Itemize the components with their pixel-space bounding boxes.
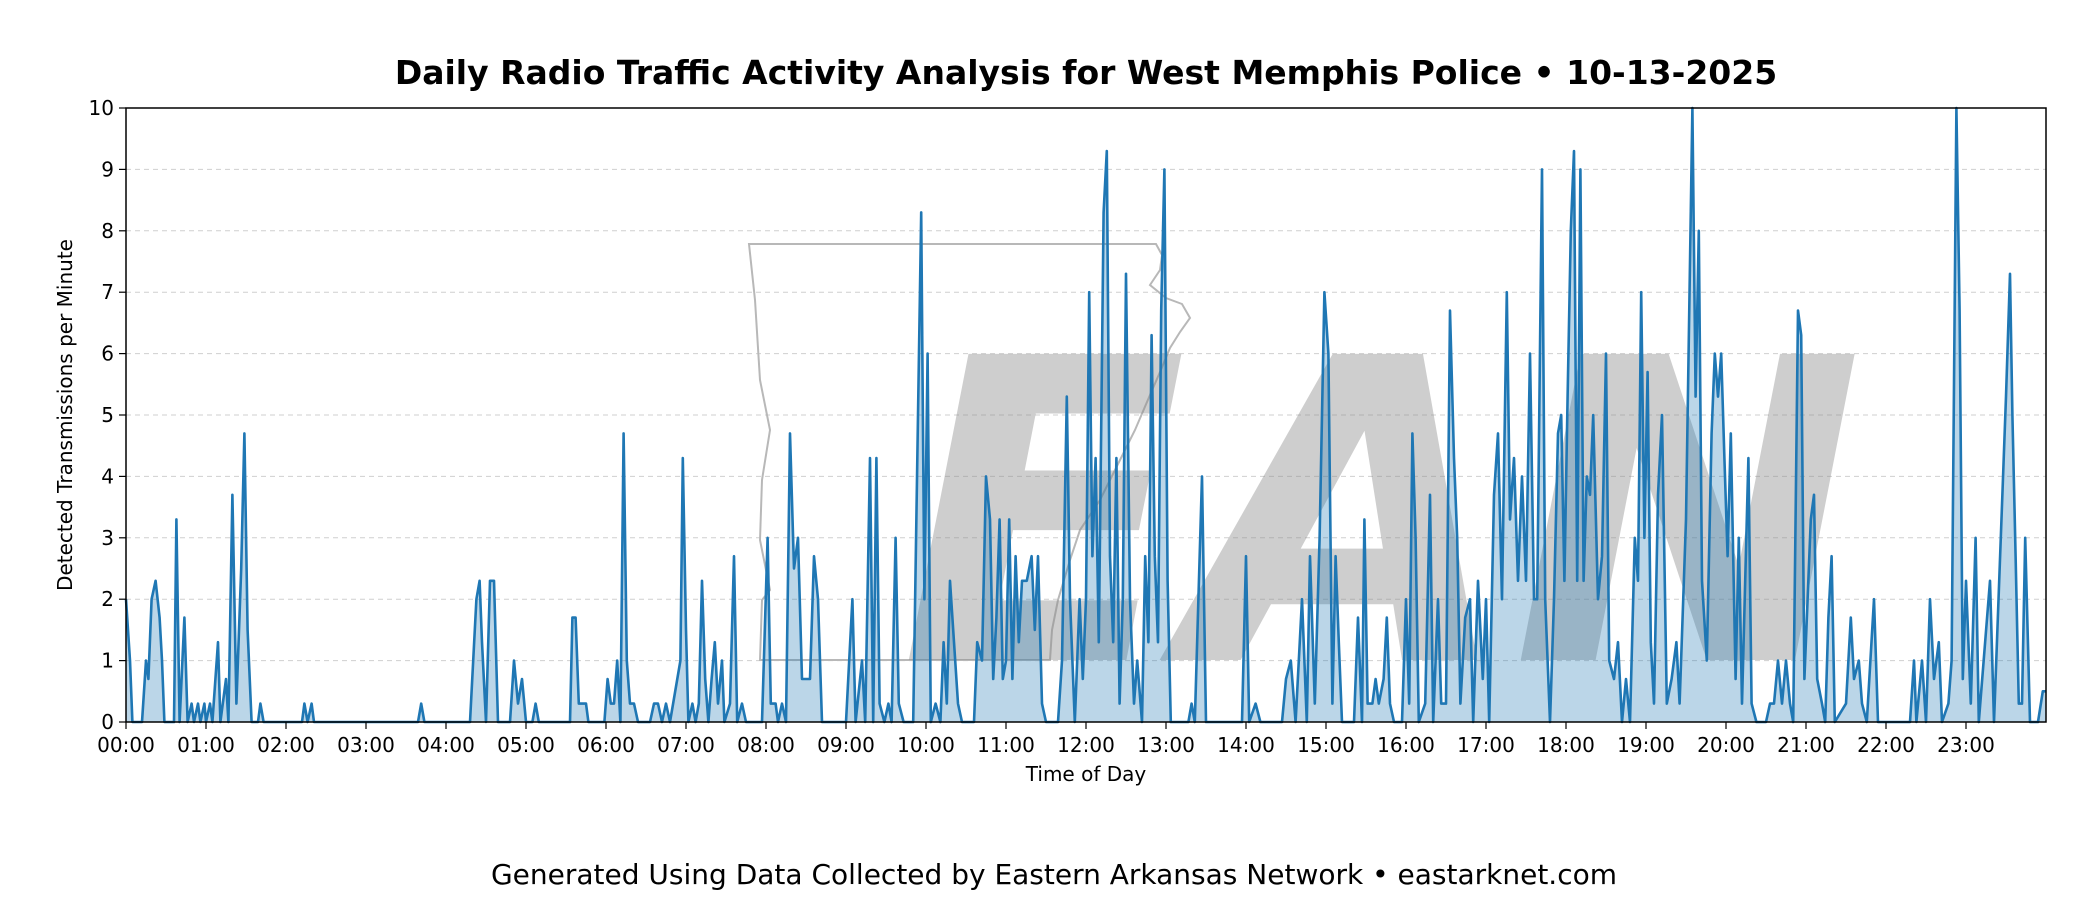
footer-credit: Generated Using Data Collected by Easter… [491,858,1617,891]
x-tick-label-5: 05:00 [497,733,555,757]
y-tick-label-0: 0 [101,710,114,734]
y-tick-label-7: 7 [101,280,114,304]
x-tick-label-7: 07:00 [657,733,715,757]
y-tick-label-9: 9 [101,157,114,181]
x-tick-label-22: 22:00 [1857,733,1915,757]
y-axis-label: Detected Transmissions per Minute [53,239,77,591]
x-tick-label-6: 06:00 [577,733,635,757]
x-tick-label-3: 03:00 [337,733,395,757]
y-tick-label-6: 6 [101,342,114,366]
x-tick-label-1: 01:00 [177,733,235,757]
x-tick-label-12: 12:00 [1057,733,1115,757]
x-tick-label-2: 02:00 [257,733,315,757]
y-tick-label-5: 5 [101,403,114,427]
x-tick-label-8: 08:00 [737,733,795,757]
x-tick-label-0: 00:00 [97,733,155,757]
y-tick-label-1: 1 [101,649,114,673]
x-tick-label-16: 16:00 [1377,733,1435,757]
series-area-0 [126,108,2046,722]
gridlines [126,168,2046,662]
x-tick-label-18: 18:00 [1537,733,1595,757]
x-axis-label: Time of Day [1025,762,1147,786]
y-axis: 0 1 2 3 4 5 6 7 8 9 10 [89,96,126,734]
x-tick-label-19: 19:00 [1617,733,1675,757]
series-line-0 [124,106,2046,724]
x-tick-label-17: 17:00 [1457,733,1515,757]
x-tick-label-20: 20:00 [1697,733,1755,757]
x-tick-label-9: 09:00 [817,733,875,757]
x-axis: 00:00 01:00 02:00 03:00 04:00 05:00 06:00 07:00… [97,722,1995,757]
x-tick-label-13: 13:00 [1137,733,1195,757]
x-tick-label-15: 15:00 [1297,733,1355,757]
x-tick-label-14: 14:00 [1217,733,1275,757]
x-tick-label-4: 04:00 [417,733,475,757]
y-tick-label-3: 3 [101,526,114,550]
x-tick-label-21: 21:00 [1777,733,1835,757]
y-tick-label-8: 8 [101,219,114,243]
chart-title: Daily Radio Traffic Activity Analysis fo… [395,53,1777,92]
y-tick-label-4: 4 [101,464,114,488]
y-tick-label-10: 10 [89,96,114,120]
series-layer [124,106,2046,724]
x-tick-label-10: 10:00 [897,733,955,757]
x-tick-label-23: 23:00 [1937,733,1995,757]
y-tick-label-2: 2 [101,587,114,611]
x-tick-label-11: 11:00 [977,733,1035,757]
